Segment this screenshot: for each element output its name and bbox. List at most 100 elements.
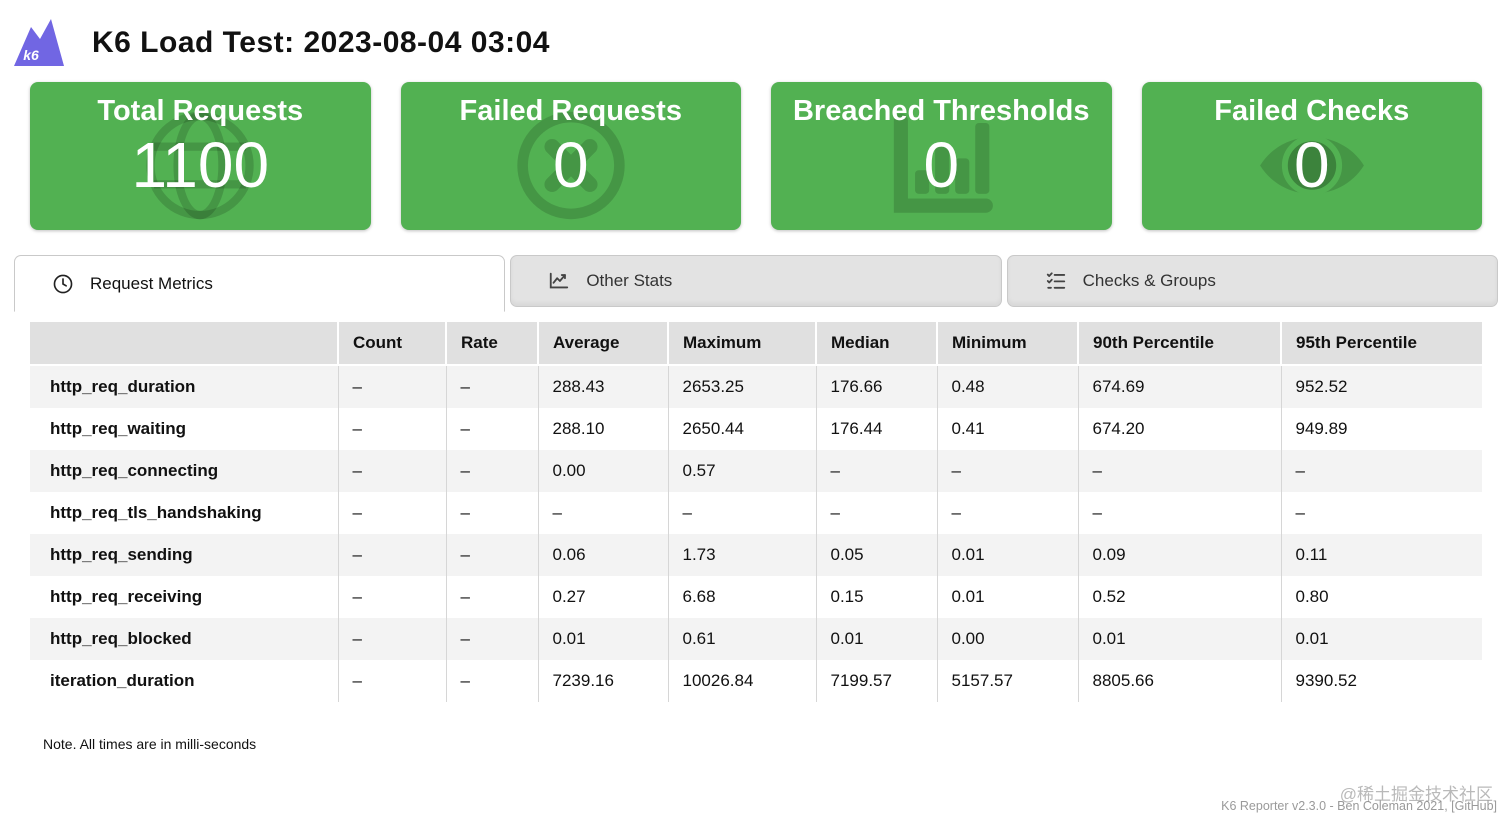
cell-p95: 0.01 [1280, 618, 1482, 660]
cell-count: – [337, 576, 446, 618]
column-header-median: Median [815, 322, 937, 366]
cell-maximum: 0.61 [667, 618, 816, 660]
cell-maximum: – [667, 492, 816, 534]
cell-count: – [337, 365, 446, 408]
cell-rate: – [445, 534, 538, 576]
cell-p95: – [1280, 492, 1482, 534]
chart-line-icon [547, 270, 571, 292]
cell-rate: – [445, 365, 538, 408]
globe-icon [141, 106, 259, 229]
cell-average: 0.06 [537, 534, 668, 576]
metric-name: http_req_blocked [50, 629, 192, 648]
footer-text: K6 Reporter v2.3.0 - Ben Coleman 2021, [1221, 799, 1452, 813]
cell-maximum: 10026.84 [667, 660, 816, 702]
github-link[interactable]: [GitHub] [1451, 799, 1497, 813]
cell-count: – [337, 534, 446, 576]
cell-average: 0.01 [537, 618, 668, 660]
cell-rate: – [445, 450, 538, 492]
cell-average: – [537, 492, 668, 534]
k6-logo-icon: k6 [14, 16, 64, 70]
metric-name: http_req_sending [50, 545, 193, 564]
column-header-count: Count [337, 322, 446, 366]
cell-rate: – [445, 576, 538, 618]
cell-average: 0.00 [537, 450, 668, 492]
table-row: iteration_duration – – 7239.16 10026.84 … [30, 660, 1482, 702]
table-row: http_req_connecting – – 0.00 0.57 – – – … [30, 450, 1482, 492]
cell-minimum: – [936, 492, 1078, 534]
summary-cards: Total Requests 1100 Failed Requests [30, 82, 1482, 230]
cell-rate: – [445, 660, 538, 702]
page-title: K6 Load Test: 2023-08-04 03:04 [92, 26, 550, 59]
cell-p95: 952.52 [1280, 365, 1482, 408]
cell-median: 176.66 [815, 365, 937, 408]
cell-minimum: 5157.57 [936, 660, 1078, 702]
cell-p95: 949.89 [1280, 408, 1482, 450]
tab-bar: Request Metrics Other Stats [14, 255, 1498, 312]
card-label: Total Requests [97, 95, 304, 127]
column-header-minimum: Minimum [936, 322, 1078, 366]
cell-p95: – [1280, 450, 1482, 492]
clock-icon [51, 273, 75, 295]
table-row: http_req_receiving – – 0.27 6.68 0.15 0.… [30, 576, 1482, 618]
cell-maximum: 6.68 [667, 576, 816, 618]
card-label: Breached Thresholds [792, 95, 1090, 127]
units-note: Note. All times are in milli-seconds [43, 736, 257, 752]
tasks-icon [1044, 270, 1068, 292]
table-row: http_req_tls_handshaking – – – – – – – – [30, 492, 1482, 534]
cell-average: 7239.16 [537, 660, 668, 702]
cell-rate: – [445, 618, 538, 660]
cell-maximum: 2653.25 [667, 365, 816, 408]
column-header-p90: 90th Percentile [1077, 322, 1281, 366]
times-circle-icon [512, 106, 630, 229]
cell-p90: 8805.66 [1077, 660, 1281, 702]
cell-average: 0.27 [537, 576, 668, 618]
cell-median: 176.44 [815, 408, 937, 450]
cell-median: 7199.57 [815, 660, 937, 702]
footer: K6 Reporter v2.3.0 - Ben Coleman 2021, [… [1221, 785, 1497, 813]
card-value: 0 [923, 129, 960, 201]
tab-label: Request Metrics [90, 273, 213, 293]
cell-count: – [337, 408, 446, 450]
metric-name: http_req_tls_handshaking [50, 503, 262, 522]
card-label: Failed Checks [1214, 95, 1410, 127]
cell-p90: 674.20 [1077, 408, 1281, 450]
tab-checks-groups[interactable]: Checks & Groups [1006, 255, 1498, 307]
card-total-requests: Total Requests 1100 [30, 82, 371, 230]
cell-rate: – [445, 492, 538, 534]
table-row: http_req_duration – – 288.43 2653.25 176… [30, 365, 1482, 408]
metric-name: http_req_connecting [50, 461, 219, 480]
cell-maximum: 2650.44 [667, 408, 816, 450]
column-header-p95: 95th Percentile [1280, 322, 1482, 366]
tab-other-stats[interactable]: Other Stats [510, 255, 1002, 307]
cell-median: – [815, 450, 937, 492]
cell-minimum: – [936, 450, 1078, 492]
table-header-row: Count Rate Average Maximum Median Minimu… [30, 322, 1482, 366]
column-header-rate: Rate [445, 322, 538, 366]
eye-icon [1246, 106, 1378, 229]
cell-count: – [337, 618, 446, 660]
card-value: 1100 [131, 129, 270, 201]
tab-request-metrics[interactable]: Request Metrics [14, 255, 506, 312]
cell-average: 288.43 [537, 365, 668, 408]
cell-p95: 0.11 [1280, 534, 1482, 576]
cell-median: 0.05 [815, 534, 937, 576]
cell-p95: 9390.52 [1280, 660, 1482, 702]
card-failed-requests: Failed Requests 0 [400, 82, 741, 230]
cell-count: – [337, 492, 446, 534]
cell-maximum: 0.57 [667, 450, 816, 492]
cell-maximum: 1.73 [667, 534, 816, 576]
metric-name: http_req_waiting [50, 419, 187, 438]
table-row: http_req_blocked – – 0.01 0.61 0.01 0.00… [30, 618, 1482, 660]
request-metrics-table: Count Rate Average Maximum Median Minimu… [30, 322, 1482, 702]
card-value: 0 [552, 129, 589, 201]
column-header-maximum: Maximum [667, 322, 816, 366]
cell-minimum: 0.41 [936, 408, 1078, 450]
cell-average: 288.10 [537, 408, 668, 450]
cell-p90: 0.01 [1077, 618, 1281, 660]
cell-p90: – [1077, 450, 1281, 492]
table-row: http_req_waiting – – 288.10 2650.44 176.… [30, 408, 1482, 450]
cell-median: 0.15 [815, 576, 937, 618]
card-label: Failed Requests [459, 95, 682, 127]
cell-minimum: 0.01 [936, 534, 1078, 576]
